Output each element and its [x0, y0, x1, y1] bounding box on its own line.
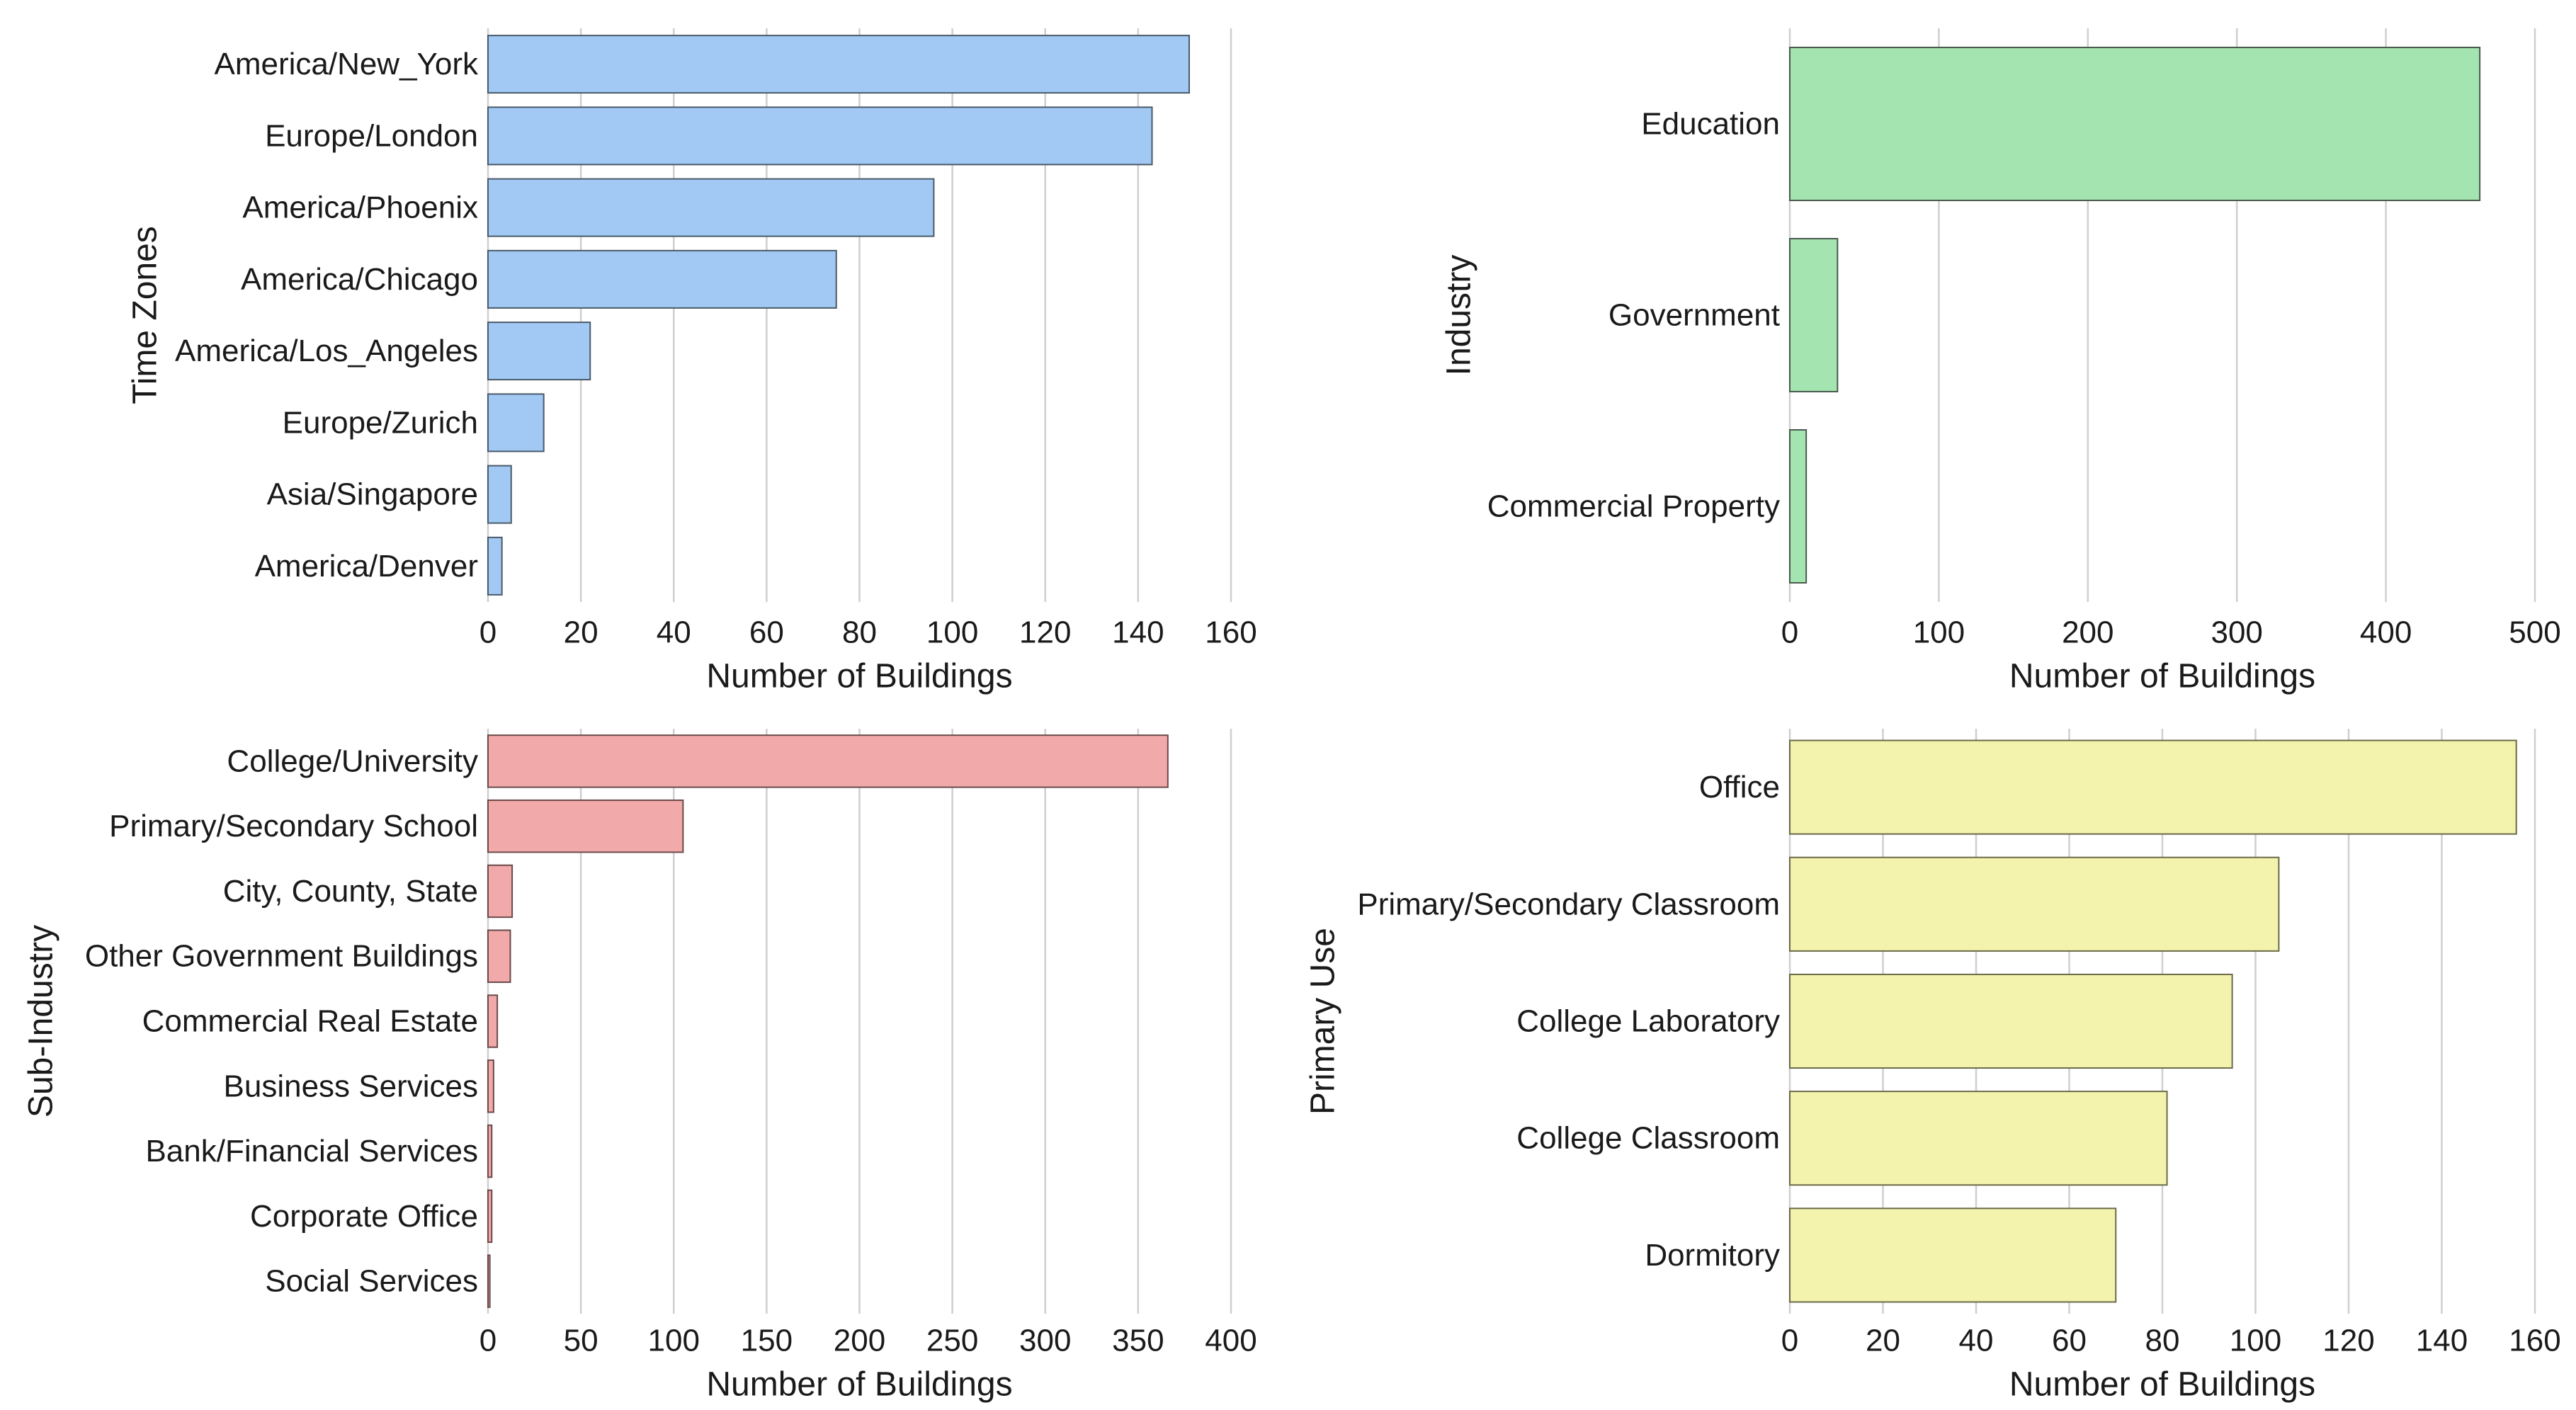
primaryuse-bar-1	[1789, 856, 2280, 952]
subindustry-bar-3	[487, 929, 511, 983]
industry-bar-2	[1789, 429, 1808, 584]
timezones-xtick-label-6: 120	[1019, 615, 1071, 650]
timezones-category-label-5: Europe/Zurich	[283, 405, 478, 440]
primaryuse-x-axis-title: Number of Buildings	[2009, 1366, 2315, 1404]
primaryuse-xtick-label-3: 60	[2052, 1324, 2087, 1358]
timezones-xtick-label-5: 100	[926, 615, 978, 650]
industry-bar-1	[1789, 238, 1839, 392]
industry-xtick-label-4: 400	[2360, 615, 2412, 650]
timezones-xtick-label-4: 80	[842, 615, 877, 650]
timezones-xtick-label-7: 140	[1112, 615, 1164, 650]
chart-subindustry: College/University Primary/Secondary Scho…	[23, 729, 1257, 1404]
timezones-bar-5	[487, 393, 545, 453]
primaryuse-bar-4	[1789, 1207, 2117, 1303]
subindustry-category-label-6: Bank/Financial Services	[145, 1134, 478, 1169]
industry-xtick-label-3: 300	[2211, 615, 2262, 650]
subindustry-category-label-7: Corporate Office	[250, 1199, 478, 1234]
chart-industry: Education Government Commercial Property 0 1…	[1441, 28, 2561, 695]
industry-category-label-1: Government	[1608, 298, 1780, 333]
timezones-x-axis-title: Number of Buildings	[706, 658, 1012, 695]
primaryuse-category-label-4: Dormitory	[1645, 1238, 1780, 1273]
subindustry-xtick-label-3: 150	[741, 1324, 793, 1358]
primaryuse-y-axis-title: Primary Use	[1305, 928, 1342, 1115]
primaryuse-xtick-label-6: 120	[2322, 1324, 2374, 1358]
industry-category-label-0: Education	[1641, 107, 1780, 142]
primaryuse-xtick-label-8: 160	[2509, 1324, 2560, 1358]
subindustry-bar-2	[487, 864, 514, 919]
subindustry-xtick-label-1: 50	[564, 1324, 598, 1358]
timezones-bar-7	[487, 536, 503, 596]
timezones-xtick-label-0: 0	[480, 615, 497, 650]
timezones-category-label-7: America/Denver	[255, 549, 478, 584]
subindustry-category-label-4: Commercial Real Estate	[142, 1004, 478, 1039]
subindustry-category-label-3: Other Government Buildings	[85, 939, 478, 974]
industry-category-label-2: Commercial Property	[1487, 489, 1780, 524]
subindustry-category-label-0: College/University	[227, 744, 478, 778]
chart-primaryuse: Office Primary/Secondary Classroom College…	[1305, 729, 2561, 1404]
subindustry-xtick-label-5: 250	[926, 1324, 978, 1358]
primaryuse-bar-3	[1789, 1091, 2168, 1186]
primaryuse-category-label-3: College Classroom	[1516, 1121, 1780, 1156]
timezones-xtick-label-3: 60	[749, 615, 784, 650]
subindustry-category-label-8: Social Services	[265, 1264, 478, 1299]
primaryuse-xtick-label-4: 80	[2145, 1324, 2180, 1358]
primaryuse-xtick-label-2: 40	[1959, 1324, 1994, 1358]
timezones-bar-0	[487, 35, 1190, 94]
primaryuse-bar-2	[1789, 973, 2233, 1069]
subindustry-xtick-label-7: 350	[1112, 1324, 1164, 1358]
subindustry-bar-1	[487, 799, 684, 853]
timezones-category-label-1: Europe/London	[265, 118, 478, 153]
primaryuse-category-label-0: Office	[1699, 770, 1780, 805]
primaryuse-xtick-label-0: 0	[1781, 1324, 1798, 1358]
timezones-category-label-0: America/New_York	[214, 47, 479, 81]
industry-xtick-label-1: 100	[1913, 615, 1965, 650]
industry-y-axis-title: Industry	[1441, 255, 1478, 376]
subindustry-y-axis-title: Sub-Industry	[23, 925, 60, 1118]
timezones-bar-4	[487, 322, 591, 381]
primaryuse-xtick-label-7: 140	[2416, 1324, 2468, 1358]
subindustry-x-axis-title: Number of Buildings	[706, 1366, 1012, 1404]
timezones-category-label-2: America/Phoenix	[242, 191, 478, 225]
timezones-bar-3	[487, 249, 837, 309]
subindustry-bar-5	[487, 1059, 494, 1113]
primaryuse-xtick-label-5: 100	[2230, 1324, 2281, 1358]
subindustry-category-label-1: Primary/Secondary School	[109, 809, 478, 843]
timezones-bar-1	[487, 106, 1153, 166]
primaryuse-category-label-1: Primary/Secondary Classroom	[1357, 887, 1780, 921]
chart-timezones: America/New_York Europe/London America/Pho…	[127, 28, 1257, 695]
subindustry-bar-0	[487, 734, 1169, 788]
subindustry-bar-7	[487, 1189, 493, 1244]
industry-xtick-label-2: 200	[2062, 615, 2113, 650]
subindustry-bar-8	[487, 1254, 491, 1308]
subindustry-category-label-5: Business Services	[224, 1069, 478, 1103]
timezones-bar-6	[487, 465, 512, 524]
industry-bar-0	[1789, 47, 2481, 201]
primaryuse-xtick-label-1: 20	[1866, 1324, 1900, 1358]
industry-xtick-label-5: 500	[2509, 615, 2560, 650]
subindustry-xtick-label-2: 100	[648, 1324, 700, 1358]
industry-xtick-label-0: 0	[1781, 615, 1798, 650]
timezones-y-axis-title: Time Zones	[127, 226, 164, 404]
subindustry-xtick-label-0: 0	[480, 1324, 497, 1358]
timezones-category-label-3: America/Chicago	[241, 262, 478, 297]
subindustry-xtick-label-8: 400	[1205, 1324, 1256, 1358]
timezones-category-label-6: Asia/Singapore	[267, 477, 478, 512]
primaryuse-category-label-2: College Laboratory	[1516, 1004, 1780, 1039]
industry-x-axis-title: Number of Buildings	[2009, 658, 2315, 695]
timezones-xtick-label-1: 20	[564, 615, 598, 650]
subindustry-bar-6	[487, 1124, 493, 1178]
timezones-category-label-4: America/Los_Angeles	[175, 334, 478, 368]
subindustry-xtick-label-4: 200	[834, 1324, 885, 1358]
subindustry-category-label-2: City, County, State	[223, 874, 478, 909]
subindustry-bar-4	[487, 994, 499, 1048]
timezones-xtick-label-8: 160	[1205, 615, 1256, 650]
timezones-xtick-label-2: 40	[657, 615, 691, 650]
subindustry-xtick-label-6: 300	[1019, 1324, 1071, 1358]
primaryuse-bar-0	[1789, 739, 2517, 835]
timezones-bar-2	[487, 178, 935, 237]
